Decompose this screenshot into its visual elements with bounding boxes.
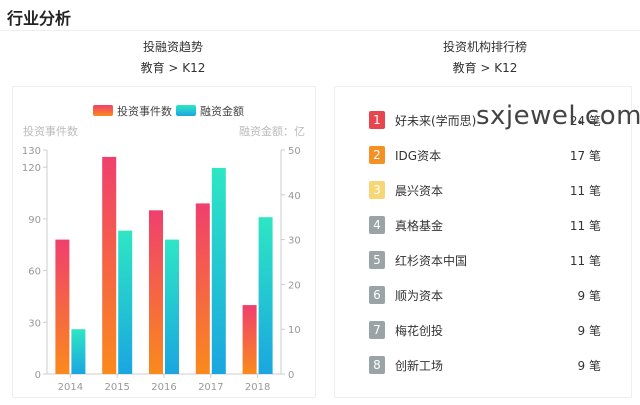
bar-investment-events [102, 156, 117, 374]
rank-badge: 2 [369, 146, 385, 164]
legend-swatch [93, 105, 113, 116]
ranking-row[interactable]: 7 梅花创投 9 笔 [335, 319, 631, 343]
y-tick-label-left: 60 [28, 267, 41, 278]
x-tick-label: 2018 [245, 382, 270, 393]
deal-count: 11 笔 [569, 219, 601, 233]
y-tick-label-right: 0 [288, 370, 294, 381]
chart-legend: 投资事件数 融资金额 [93, 104, 244, 118]
legend-label: 投资事件数 [117, 104, 172, 118]
ranking-row[interactable]: 6 顺为资本 9 笔 [335, 284, 631, 308]
investor-name: 顺为资本 [395, 289, 444, 303]
page-title: 行业分析 [7, 9, 72, 28]
rank-badge: 3 [369, 181, 385, 199]
deal-count: 11 笔 [569, 254, 601, 268]
deal-count: 17 笔 [569, 149, 601, 163]
y-tick-label-right: 50 [288, 146, 301, 157]
y-tick-label-right: 30 [288, 236, 301, 247]
investor-name: 好未来(学而思) [395, 114, 477, 128]
legend-swatch [176, 105, 196, 116]
bar-funding-amount [71, 329, 86, 374]
watermark: sxjewel.com [476, 101, 640, 131]
y-tick-label-right: 10 [288, 325, 301, 336]
y-tick-label-left: 90 [28, 215, 41, 226]
investor-ranking-panel: 1 好未来(学而思) 24 笔 2 IDG资本 17 笔 3 晨兴资本 11 笔 4 真格基金 11 … [334, 86, 632, 398]
investor-name: 创新工场 [395, 359, 444, 373]
y-tick-label-left: 130 [22, 146, 41, 157]
right-section-title: 投资机构排行榜 [442, 40, 527, 54]
left-section-title: 投融资趋势 [142, 40, 203, 54]
y-axis-right-label: 融资金额：亿 [239, 124, 305, 138]
title-divider [0, 30, 640, 31]
bar-funding-amount [211, 167, 226, 374]
rank-badge: 8 [369, 356, 385, 374]
rank-badge: 4 [369, 216, 385, 234]
y-tick-label-left: 30 [28, 318, 41, 329]
x-tick-label: 2017 [198, 382, 223, 393]
investor-name: 真格基金 [395, 219, 444, 233]
bar-investment-events [55, 239, 70, 374]
ranking-row[interactable]: 8 创新工场 9 笔 [335, 354, 631, 378]
investor-name: 梅花创投 [395, 324, 444, 338]
right-section-subtitle: 教育 > K12 [452, 61, 518, 75]
y-tick-label-right: 40 [288, 191, 301, 202]
rank-badge: 6 [369, 286, 385, 304]
bar-investment-events [242, 305, 257, 374]
x-tick-label: 2015 [104, 382, 129, 393]
deal-count: 9 笔 [577, 359, 601, 373]
ranking-row[interactable]: 4 真格基金 11 笔 [335, 214, 631, 238]
ranking-row[interactable]: 1 好未来(学而思) 24 笔 [335, 109, 631, 133]
x-tick-label: 2014 [58, 382, 83, 393]
y-tick-label-right: 20 [288, 280, 301, 291]
investor-name: 晨兴资本 [395, 184, 444, 198]
ranking-row[interactable]: 2 IDG资本 17 笔 [335, 144, 631, 168]
investor-name: 红杉资本中国 [395, 254, 468, 268]
legend-label: 融资金额 [200, 104, 244, 118]
ranking-row[interactable]: 3 晨兴资本 11 笔 [335, 179, 631, 203]
deal-count: 11 笔 [569, 184, 601, 198]
y-tick-label-left: 0 [35, 370, 41, 381]
investor-name: IDG资本 [395, 149, 442, 163]
bar-investment-events [149, 210, 163, 374]
bar-investment-events [195, 203, 210, 374]
funding-trend-chart-panel: 投资事件数 融资金额 投资事件数 融资金额：亿 0 30 60 90 120 130 0 10 2… [12, 86, 316, 398]
rank-badge: 1 [369, 111, 385, 129]
left-section-subtitle: 教育 > K12 [140, 61, 206, 75]
ranking-row[interactable]: 5 红杉资本中国 11 笔 [335, 249, 631, 273]
deal-count: 9 笔 [577, 324, 601, 338]
x-tick-label: 2016 [151, 382, 176, 393]
deal-count: 9 笔 [577, 289, 601, 303]
deal-count: 24 笔 [569, 114, 601, 128]
rank-badge: 7 [369, 321, 385, 339]
bar-funding-amount [165, 239, 179, 374]
funding-trend-chart: 投资事件数 融资金额 投资事件数 融资金额：亿 0 30 60 90 120 130 0 10 2… [22, 104, 305, 393]
bar-funding-amount [258, 217, 273, 374]
rank-badge: 5 [369, 251, 385, 269]
y-tick-label-left: 120 [22, 163, 41, 174]
bar-funding-amount [118, 230, 133, 374]
y-axis-left-label: 投资事件数 [23, 124, 78, 138]
